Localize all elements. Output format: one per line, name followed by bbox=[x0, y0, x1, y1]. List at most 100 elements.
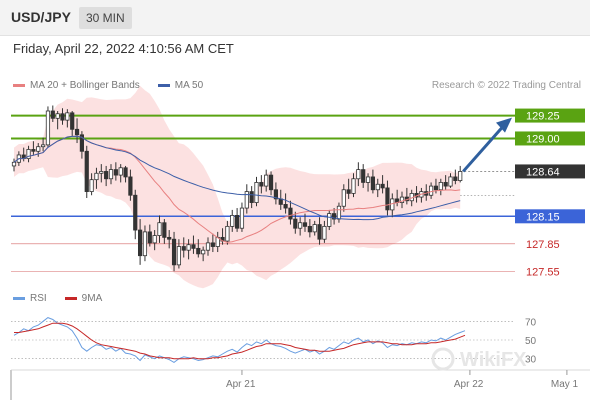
candle bbox=[380, 175, 385, 194]
candle-down bbox=[234, 214, 240, 229]
candle bbox=[273, 182, 279, 205]
rsi-ma-legend-label: 9MA bbox=[81, 293, 103, 304]
watermark-icon bbox=[431, 347, 455, 371]
candle-up bbox=[298, 222, 303, 229]
candle bbox=[60, 108, 65, 125]
candle bbox=[356, 162, 361, 187]
forecast-arrow-shaft bbox=[462, 126, 504, 173]
candle-down bbox=[283, 204, 288, 209]
top-bar: USD/JPY 30 MIN bbox=[0, 0, 590, 36]
candle-down bbox=[74, 128, 80, 136]
candle-up bbox=[205, 242, 211, 251]
candle-up bbox=[94, 172, 99, 181]
price-tag-label: 129.00 bbox=[526, 133, 560, 145]
candle-down bbox=[196, 247, 201, 255]
candle bbox=[370, 169, 376, 194]
rsi-level-label: 70 bbox=[525, 317, 537, 328]
candle-down bbox=[104, 171, 109, 180]
candle-down bbox=[147, 231, 152, 244]
watermark-text: WikiFX bbox=[460, 349, 527, 371]
rsi-swatch bbox=[13, 297, 25, 300]
rsi-legend: RSI 9MA bbox=[13, 293, 102, 304]
candle-down bbox=[137, 229, 143, 257]
ma20-swatch bbox=[13, 84, 25, 87]
rsi-level-label: 50 bbox=[525, 336, 537, 347]
candle bbox=[365, 173, 371, 192]
candle bbox=[162, 219, 167, 244]
candle-down bbox=[84, 150, 89, 192]
price-tag-label: 128.64 bbox=[526, 166, 560, 178]
price-tag-resistance bbox=[515, 108, 585, 123]
candle bbox=[94, 167, 99, 189]
candle-up bbox=[157, 222, 162, 236]
candle bbox=[341, 184, 346, 212]
rsi-line bbox=[13, 317, 466, 363]
candle bbox=[249, 186, 254, 209]
candle-up bbox=[351, 178, 356, 194]
interval-button[interactable]: 30 MIN bbox=[79, 7, 132, 29]
candle bbox=[157, 215, 162, 243]
candle-up bbox=[341, 189, 346, 207]
candle-down bbox=[302, 222, 308, 227]
candle-up bbox=[201, 249, 206, 255]
candle bbox=[385, 180, 390, 216]
ma50-legend-label: MA 50 bbox=[174, 80, 204, 91]
candle bbox=[50, 105, 55, 122]
candle-up bbox=[118, 167, 123, 176]
candle-up bbox=[264, 174, 269, 187]
candle-down bbox=[50, 110, 55, 119]
candle bbox=[65, 109, 70, 128]
candle-down bbox=[273, 189, 279, 200]
candle-down bbox=[210, 242, 215, 247]
candle bbox=[298, 217, 303, 236]
price-tag-label: 129.25 bbox=[526, 111, 560, 123]
candle-down bbox=[79, 134, 84, 152]
candle bbox=[254, 176, 259, 207]
x-tick-label: Apr 22 bbox=[454, 379, 484, 390]
candle bbox=[128, 169, 133, 201]
candle bbox=[428, 182, 434, 199]
candle bbox=[84, 145, 89, 198]
candle bbox=[89, 173, 94, 196]
candle bbox=[26, 145, 31, 163]
candle-down bbox=[361, 169, 366, 183]
candle-up bbox=[152, 235, 157, 244]
candle-down bbox=[113, 169, 118, 176]
candle-down bbox=[249, 191, 254, 203]
candle bbox=[201, 246, 206, 262]
candle-down bbox=[293, 218, 298, 229]
chart-datetime: Friday, April 22, 2022 4:10:56 AM CET bbox=[13, 41, 234, 56]
candle bbox=[375, 178, 380, 198]
candle bbox=[31, 141, 36, 155]
watermark-logo: WikiFX bbox=[431, 347, 527, 371]
candle-up bbox=[322, 225, 327, 240]
candle-up bbox=[244, 191, 249, 209]
candle-up bbox=[375, 183, 380, 191]
candle-down bbox=[307, 225, 312, 233]
candle bbox=[210, 233, 215, 253]
candle-up bbox=[11, 161, 17, 167]
candle-up bbox=[438, 182, 443, 191]
candle-up bbox=[45, 110, 51, 146]
candle bbox=[152, 230, 157, 251]
candle bbox=[113, 162, 118, 181]
candle-down bbox=[31, 149, 36, 152]
rsi-ma-line bbox=[14, 322, 466, 360]
candle bbox=[196, 239, 201, 258]
candle bbox=[142, 225, 148, 262]
candle bbox=[70, 110, 75, 137]
x-tick-label: Apr 21 bbox=[226, 379, 256, 390]
candle bbox=[123, 165, 128, 183]
candle bbox=[293, 211, 298, 234]
candle bbox=[36, 143, 41, 157]
candle-down bbox=[128, 176, 133, 196]
candle-down bbox=[70, 112, 75, 130]
candle bbox=[176, 239, 181, 269]
candle bbox=[191, 235, 196, 254]
price-legend: MA 20 + Bollinger Bands MA 50 bbox=[13, 80, 203, 91]
candle-up bbox=[65, 112, 70, 121]
rsi-legend-label: RSI bbox=[30, 293, 47, 304]
candle-down bbox=[443, 182, 448, 187]
candle-down bbox=[346, 189, 351, 194]
